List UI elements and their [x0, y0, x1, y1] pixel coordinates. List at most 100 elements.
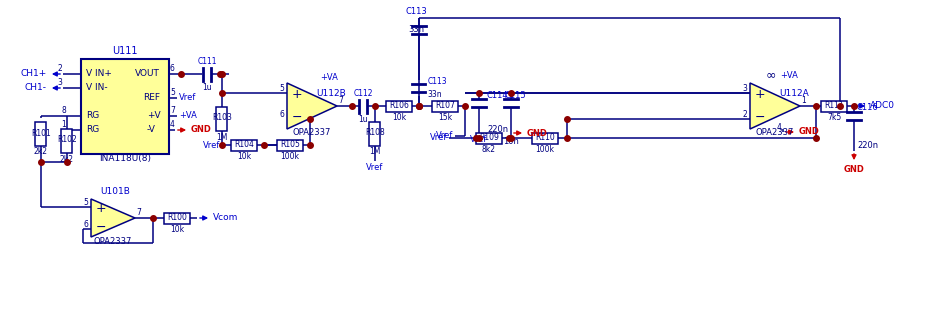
- Text: V IN-: V IN-: [86, 83, 108, 93]
- Text: +VA: +VA: [179, 112, 197, 120]
- Text: 6: 6: [170, 64, 174, 73]
- FancyBboxPatch shape: [81, 58, 169, 154]
- Text: R102: R102: [57, 136, 77, 144]
- Text: GND: GND: [191, 125, 211, 135]
- Text: R111: R111: [824, 101, 844, 110]
- Text: C113: C113: [405, 7, 427, 16]
- FancyBboxPatch shape: [476, 132, 502, 143]
- Text: Vref: Vref: [429, 133, 447, 143]
- FancyBboxPatch shape: [277, 139, 303, 150]
- Text: +VA: +VA: [320, 73, 337, 82]
- FancyBboxPatch shape: [532, 132, 558, 143]
- Text: +: +: [292, 88, 302, 101]
- Text: 6: 6: [279, 110, 284, 119]
- Text: R100: R100: [167, 213, 187, 222]
- Text: GND: GND: [799, 127, 820, 137]
- Text: C112: C112: [354, 88, 373, 98]
- Text: 3: 3: [742, 84, 747, 93]
- FancyBboxPatch shape: [231, 139, 257, 150]
- Text: 7: 7: [136, 208, 141, 217]
- Text: 2k2: 2k2: [34, 148, 48, 156]
- Text: 10k: 10k: [392, 113, 406, 122]
- Text: 100k: 100k: [281, 152, 300, 161]
- FancyBboxPatch shape: [370, 121, 380, 145]
- Text: 8k2: 8k2: [482, 145, 496, 154]
- Text: 220n: 220n: [487, 125, 508, 134]
- Text: 5: 5: [279, 84, 284, 93]
- Text: 10n: 10n: [503, 137, 519, 146]
- Text: -V: -V: [147, 125, 155, 135]
- Text: ∞: ∞: [766, 68, 776, 81]
- FancyBboxPatch shape: [821, 100, 847, 112]
- Text: 3: 3: [57, 78, 62, 87]
- Text: 220n: 220n: [857, 141, 878, 150]
- FancyBboxPatch shape: [35, 122, 46, 146]
- Text: Vref: Vref: [366, 163, 384, 172]
- Text: R105: R105: [280, 140, 300, 149]
- Text: −: −: [96, 221, 106, 234]
- Text: 15k: 15k: [438, 113, 452, 122]
- Text: R106: R106: [389, 101, 409, 110]
- Text: ADC0: ADC0: [870, 101, 895, 111]
- Text: R101: R101: [31, 129, 51, 137]
- Text: CH1-: CH1-: [25, 83, 47, 93]
- Text: V IN+: V IN+: [86, 70, 112, 78]
- Text: 4: 4: [170, 120, 174, 129]
- Text: U112A: U112A: [779, 89, 809, 98]
- Text: R107: R107: [435, 101, 455, 110]
- Text: U101B: U101B: [100, 187, 130, 196]
- Text: C115: C115: [505, 90, 527, 100]
- Text: GND: GND: [527, 129, 548, 137]
- Text: 1: 1: [62, 120, 66, 129]
- FancyBboxPatch shape: [386, 100, 412, 112]
- Text: 5: 5: [83, 198, 88, 207]
- Text: Vref: Vref: [470, 135, 487, 144]
- Text: CH1+: CH1+: [21, 70, 47, 78]
- Text: Vref: Vref: [436, 131, 453, 141]
- Text: 4: 4: [777, 123, 782, 132]
- Text: 1u: 1u: [202, 82, 211, 92]
- Text: +VA: +VA: [780, 71, 798, 80]
- Text: C114: C114: [487, 90, 509, 100]
- Text: C116: C116: [857, 104, 879, 112]
- Text: 33n: 33n: [408, 25, 424, 34]
- Text: C113: C113: [428, 77, 447, 86]
- Text: OPA2337: OPA2337: [756, 128, 794, 137]
- Text: 33n: 33n: [428, 90, 442, 99]
- Text: 1M: 1M: [370, 147, 381, 156]
- FancyBboxPatch shape: [432, 100, 458, 112]
- Text: 7: 7: [170, 106, 174, 115]
- Text: R109: R109: [479, 133, 499, 142]
- Polygon shape: [750, 83, 800, 129]
- Text: +: +: [96, 203, 106, 216]
- Text: 2: 2: [57, 64, 62, 73]
- Text: R110: R110: [535, 133, 555, 142]
- Text: −: −: [755, 111, 765, 124]
- Polygon shape: [287, 83, 337, 129]
- Text: U111: U111: [112, 46, 137, 56]
- Text: RG: RG: [86, 125, 100, 135]
- Polygon shape: [91, 199, 135, 237]
- FancyBboxPatch shape: [164, 212, 190, 223]
- Text: GND: GND: [844, 165, 865, 174]
- Text: 2k2: 2k2: [60, 155, 74, 163]
- Text: 7: 7: [338, 96, 343, 105]
- Text: 10k: 10k: [170, 225, 184, 234]
- Text: INA118U(8): INA118U(8): [99, 154, 151, 162]
- Text: −: −: [292, 111, 302, 124]
- Text: 100k: 100k: [536, 145, 555, 154]
- Text: REF: REF: [143, 94, 160, 102]
- Text: R103: R103: [212, 113, 232, 123]
- Text: OPA2337: OPA2337: [94, 237, 132, 246]
- Text: 10k: 10k: [237, 152, 251, 161]
- Text: R108: R108: [365, 128, 385, 137]
- Text: 6: 6: [83, 220, 88, 229]
- Text: 2: 2: [742, 110, 747, 119]
- Text: 1M: 1M: [216, 132, 228, 142]
- Text: U112B: U112B: [316, 89, 346, 98]
- Text: OPA2337: OPA2337: [293, 128, 331, 137]
- Text: 8: 8: [62, 106, 66, 115]
- FancyBboxPatch shape: [62, 129, 72, 153]
- Text: C111: C111: [197, 57, 217, 65]
- Text: Vref: Vref: [179, 94, 196, 102]
